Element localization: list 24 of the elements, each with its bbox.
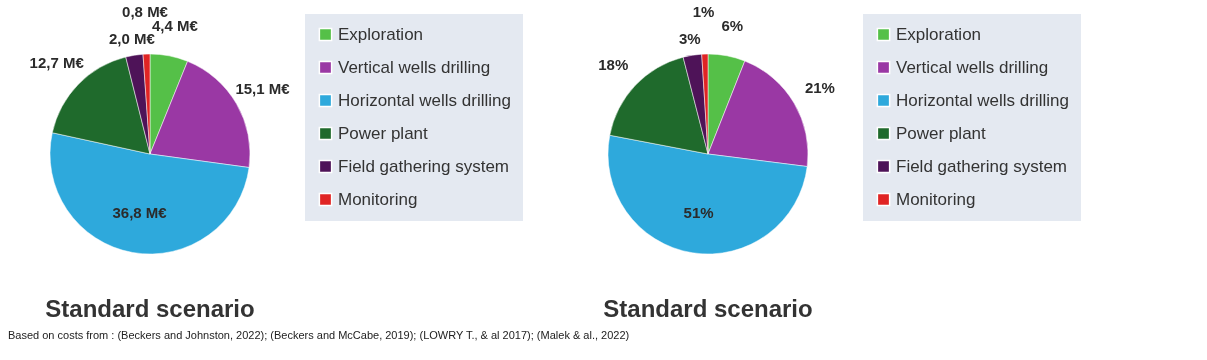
legend-label: Horizontal wells drilling [896, 90, 1069, 110]
data-label: 51% [683, 204, 714, 222]
legend-label: Field gathering system [338, 156, 510, 176]
data-label: 1% [692, 3, 715, 21]
legend-label: Vertical wells drilling [896, 57, 1049, 77]
legend-label: Exploration [338, 24, 424, 44]
data-label: 15,1 M€ [235, 79, 291, 97]
data-label: 18% [598, 56, 629, 74]
data-label: 6% [721, 17, 744, 35]
legend-label: Power plant [338, 123, 429, 143]
data-label: 3% [679, 30, 701, 48]
data-label: 12,7 M€ [29, 54, 85, 72]
data-label: 21% [804, 78, 835, 96]
text: Standard scenario [603, 295, 813, 322]
legend-label: Power plant [896, 123, 987, 143]
data-label: 36,8 M€ [112, 204, 168, 222]
legend-label: Exploration [896, 24, 982, 44]
text: Standard scenario [45, 295, 255, 322]
legend-label: Field gathering system [896, 156, 1068, 176]
legend-label: Monitoring [338, 189, 418, 209]
legend-label: Monitoring [896, 189, 976, 209]
legend-label: Vertical wells drilling [338, 57, 491, 77]
text: Based on costs from : (Beckers and Johnston, 2022); (Beckers and McCabe, 2019); (LOWRY T., & al 2017); (Malek & al., 2022) [7, 328, 631, 343]
legend-label: Horizontal wells drilling [338, 90, 511, 110]
